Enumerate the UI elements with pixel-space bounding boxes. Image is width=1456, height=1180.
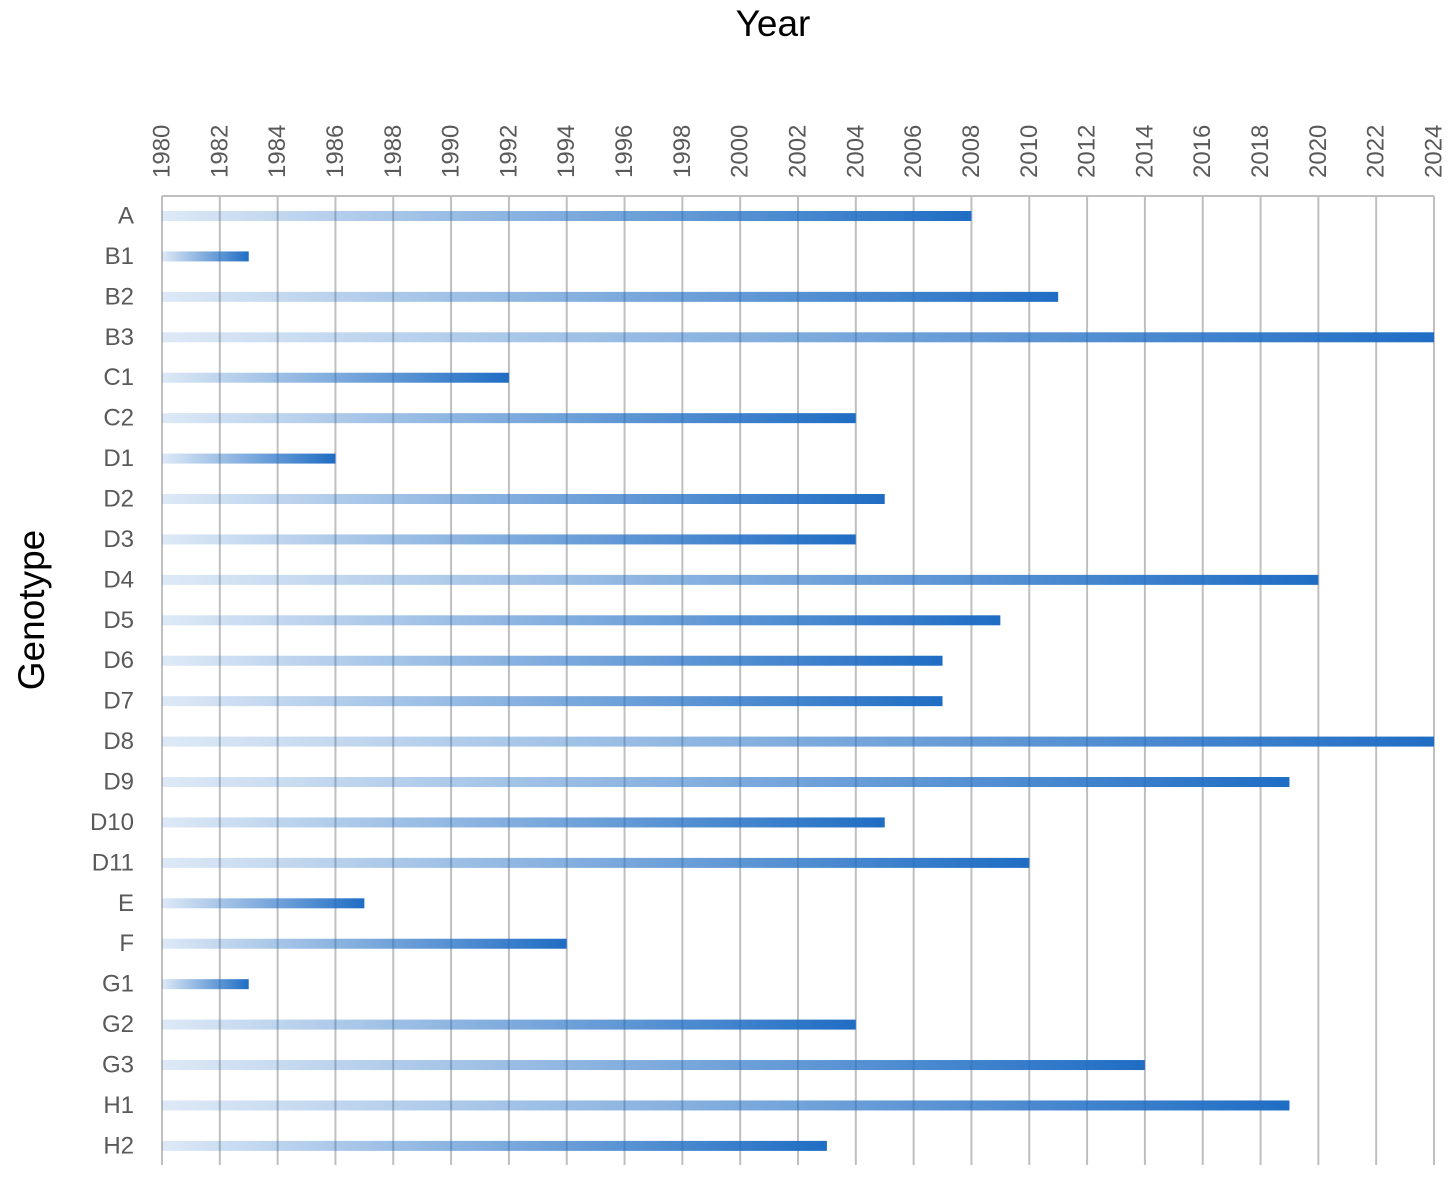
x-tick-labels: 1980 1982 1984 1986 1988 1990 1992 1994 1996 1998…: [149, 125, 1448, 178]
y-tick-label: D2: [103, 486, 134, 513]
y-tick-label: D7: [103, 688, 134, 715]
y-tick-label: D5: [103, 607, 134, 634]
bar-D8: [162, 736, 1434, 747]
grid-lines: [161, 196, 1435, 1165]
x-tick-label: 2004: [842, 125, 869, 178]
y-tick-label: E: [118, 890, 134, 917]
bar-G2: [162, 1019, 856, 1030]
y-tick-label: D10: [90, 809, 134, 836]
y-tick-label: G3: [102, 1052, 134, 1079]
bar-F: [162, 938, 567, 949]
x-tick-label: 1994: [553, 125, 580, 178]
y-tick-label: B1: [105, 243, 134, 270]
y-tick-label: G2: [102, 1011, 134, 1038]
bar-D2: [162, 494, 885, 505]
x-tick-label: 2002: [785, 125, 812, 178]
x-tick-label: 1998: [669, 125, 696, 178]
bar-C2: [162, 413, 856, 424]
y-tick-label: F: [119, 930, 134, 957]
bar-D1: [162, 453, 336, 464]
x-axis-title: Year: [736, 3, 811, 44]
bar-G1: [162, 979, 249, 990]
bar-A: [162, 211, 972, 221]
y-tick-label: C2: [103, 405, 134, 432]
x-tick-label: 1990: [438, 125, 465, 178]
x-tick-label: 2014: [1131, 125, 1158, 178]
x-tick-label: 1984: [264, 125, 291, 178]
y-tick-label: D6: [103, 647, 134, 674]
y-tick-label: A: [118, 203, 134, 230]
y-tick-label: D11: [92, 849, 134, 876]
bar-D9: [162, 777, 1290, 788]
x-tick-label: 2008: [958, 125, 985, 178]
x-tick-label: 2018: [1247, 125, 1274, 178]
y-tick-label: H1: [103, 1092, 134, 1119]
bar-D7: [162, 696, 943, 707]
x-tick-label: 1988: [380, 125, 407, 178]
bar-D10: [162, 817, 885, 828]
bar-D3: [162, 534, 856, 545]
y-tick-label: G1: [102, 971, 134, 998]
x-tick-label: 2024: [1421, 125, 1448, 178]
bars: [162, 211, 1434, 1151]
y-tick-label: H2: [103, 1132, 134, 1159]
y-tick-label: C1: [103, 364, 134, 391]
x-tick-label: 2016: [1189, 125, 1216, 178]
bar-D5: [162, 615, 1001, 626]
bar-E: [162, 898, 365, 909]
bar-D4: [162, 574, 1319, 585]
bar-B2: [162, 291, 1059, 302]
x-tick-label: 2006: [900, 125, 927, 178]
y-tick-label: B3: [105, 324, 134, 351]
y-axis-title: Genotype: [11, 530, 52, 690]
y-tick-label: D8: [103, 728, 134, 755]
bar-H2: [162, 1140, 827, 1151]
bar-B1: [162, 251, 249, 262]
bar-D11: [162, 857, 1030, 868]
bar-H1: [162, 1100, 1290, 1111]
y-tick-label: B2: [105, 283, 134, 310]
x-tick-label: 1996: [611, 125, 638, 178]
bar-D6: [162, 655, 943, 666]
bar-G3: [162, 1060, 1145, 1071]
x-tick-label: 1986: [322, 125, 349, 178]
x-tick-label: 2020: [1305, 125, 1332, 178]
x-tick-label: 2022: [1363, 125, 1390, 178]
bar-B3: [162, 332, 1434, 343]
x-tick-label: 2012: [1074, 125, 1101, 178]
y-tick-label: D3: [103, 526, 134, 553]
x-tick-label: 2010: [1016, 125, 1043, 178]
y-tick-label: D1: [103, 445, 134, 472]
x-tick-label: 2000: [727, 125, 754, 178]
x-tick-label: 1982: [206, 125, 233, 178]
x-tick-label: 1980: [149, 125, 176, 178]
y-tick-label: D9: [103, 769, 134, 796]
x-tick-label: 1992: [495, 125, 522, 178]
y-tick-label: D4: [103, 566, 134, 593]
bar-C1: [162, 372, 509, 383]
y-tick-labels: A B1 B2 B3 C1 C2 D1 D2 D3 D4 D5 D6 D7 D8 D9 D10 D11 EF G1 G…: [90, 203, 134, 1160]
